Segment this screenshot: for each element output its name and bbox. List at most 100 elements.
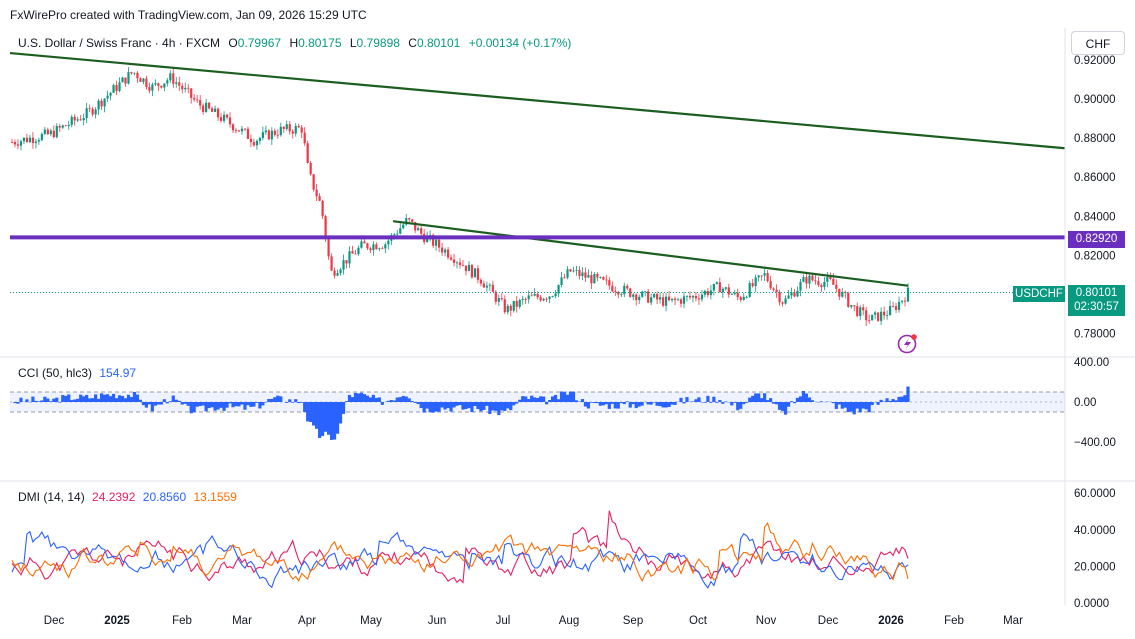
cci-bar [34,400,38,402]
candle-body [578,269,581,277]
cci-bar [291,402,295,403]
time-axis[interactable]: Dec 2025 Feb Mar Apr May Jun Jul Aug Sep Oct Nov Dec… [44,615,1023,627]
cci-bar [682,402,686,404]
cci-bar [165,402,169,404]
candle-body [891,306,895,307]
price-tick-label: 0.78000 [1074,329,1116,341]
candle-body [309,162,312,175]
trendlines[interactable] [9,51,1066,287]
candle-body [378,248,381,250]
candle-body [37,140,40,142]
cci-bar [341,402,346,414]
time-tick-label: Aug [559,615,579,627]
cci-bar [583,402,588,407]
candle-body [629,288,632,297]
candle-body [623,285,626,295]
cci-bar [240,402,244,405]
candle-body [885,315,889,316]
cci-bar [64,395,68,402]
time-tick-label: Jul [496,615,511,627]
cci-bar [530,395,534,402]
candle-body [673,298,677,300]
candle-body [420,228,423,234]
candle-body [539,297,542,301]
dmi-legend[interactable]: DMI (14, 14) 24.2392 20.8560 13.1559 [18,490,241,504]
cci-bar [491,402,495,411]
cci-bar [335,402,340,434]
dmi-plus-line [11,510,909,584]
cci-bar [748,397,752,402]
cci-bar [228,402,232,404]
cci-bar [500,402,504,411]
candle-body [139,78,142,82]
cci-bar [739,402,743,409]
cci-bar [344,401,349,402]
candle-body [79,119,82,121]
candle-body [205,102,208,112]
candle-body [533,293,536,296]
cci-bar [736,402,740,411]
cci-legend[interactable]: CCI (50, hlc3) 154.97 [18,366,140,380]
cci-bar [270,398,274,402]
symbol-title: U.S. Dollar / Swiss Franc · 4h · FXCM [18,36,221,50]
cci-bar [849,402,853,412]
cci-bar [222,402,226,411]
candle-body [593,273,596,284]
candle-body [231,124,235,131]
dmi-tick-label: 40.0000 [1074,525,1116,537]
cci-bar [479,402,483,412]
cci-bar [804,393,809,402]
candle-body [187,87,190,89]
cci-bar [300,402,304,403]
cci-bar [440,402,444,408]
candle-body [202,105,205,112]
candle-body [709,290,712,296]
cci-bar [246,402,250,406]
candle-body [264,130,267,133]
candle-body [118,82,121,91]
candle-body [706,290,709,296]
candle-body [213,108,217,112]
symbol-legend[interactable]: U.S. Dollar / Swiss Franc · 4h · FXCM O0… [18,36,576,50]
cci-bar [258,402,262,409]
cci-bar [234,402,238,407]
cci-bar [670,402,674,405]
cci-bar [619,402,623,404]
time-tick-label: Jun [428,615,447,627]
cci-bar [276,395,280,402]
candle-body [318,196,321,201]
candle-body [345,260,348,264]
candle-body [656,294,659,300]
cci-bar [67,394,71,402]
candle-body [366,243,369,249]
cci-bar [111,393,116,402]
cci-bar [126,394,131,402]
candle-body [548,296,551,300]
cci-bar [303,402,307,413]
cci-bar [780,402,785,411]
cci-bar [437,402,441,412]
cci-bar [900,396,904,402]
candle-body [46,129,49,135]
candle-body [228,117,232,125]
cci-bar [715,402,719,403]
cci-bar [252,402,256,407]
candle-body [387,240,390,245]
currency-button[interactable]: CHF [1071,31,1125,55]
cci-bar [132,391,137,402]
candle-body [718,282,721,293]
candle-body [67,124,70,127]
candle-body [354,253,357,255]
lower-trendline [392,220,909,287]
cci-bar [509,402,513,411]
candle-body [157,83,160,86]
cci-bar [631,402,635,405]
cci-bar [37,401,41,402]
alert-icon[interactable] [897,334,917,354]
candle-body [127,72,130,84]
cci-bar [261,402,265,406]
candle-body [255,140,259,146]
cci-bar [401,395,405,402]
cci-bar [147,402,151,405]
